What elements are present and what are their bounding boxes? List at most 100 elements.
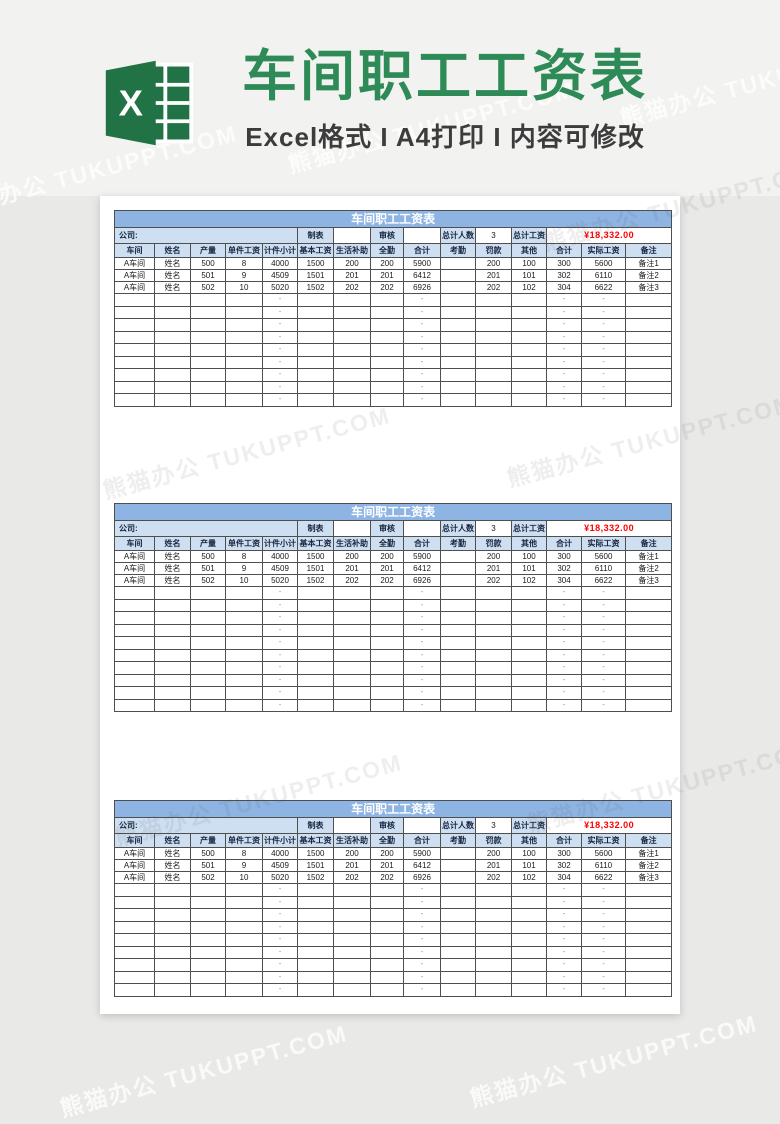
empty-cell: - — [262, 945, 298, 959]
empty-cell — [114, 343, 155, 357]
empty-cell — [154, 330, 191, 344]
empty-cell — [333, 970, 371, 984]
excel-icon: X — [105, 60, 194, 146]
empty-cell: - — [581, 920, 626, 934]
empty-cell — [114, 611, 155, 625]
empty-cell — [114, 636, 155, 650]
column-header-cell: 计件小计 — [262, 536, 298, 551]
data-cell: 304 — [546, 281, 582, 294]
total-people-value-cell: 3 — [475, 227, 512, 244]
empty-cell — [475, 945, 512, 959]
svg-text:X: X — [119, 82, 143, 123]
empty-cell: - — [546, 958, 582, 972]
data-cell: 502 — [190, 871, 226, 884]
column-header-cell: 车间 — [114, 833, 155, 848]
empty-cell: - — [581, 636, 626, 650]
empty-cell — [297, 983, 334, 997]
data-cell: 姓名 — [154, 257, 191, 270]
reviewer-value-cell — [403, 520, 441, 537]
empty-cell: - — [262, 908, 298, 922]
empty-cell: - — [581, 586, 626, 600]
data-cell: 100 — [511, 550, 547, 563]
data-cell: A车间 — [114, 847, 155, 860]
total-salary-label-cell: 总计工资 — [511, 817, 547, 834]
data-cell: A车间 — [114, 281, 155, 294]
data-cell: 6412 — [403, 269, 441, 282]
empty-cell — [333, 355, 371, 369]
empty-cell: - — [546, 648, 582, 662]
empty-cell — [440, 883, 476, 897]
empty-cell — [114, 686, 155, 700]
data-cell: 101 — [511, 562, 547, 575]
data-cell: 201 — [475, 859, 512, 872]
empty-cell — [225, 920, 263, 934]
empty-cell — [511, 611, 547, 625]
empty-cell: - — [403, 598, 441, 612]
empty-cell — [297, 648, 334, 662]
empty-cell — [370, 895, 404, 909]
empty-cell — [114, 330, 155, 344]
total-salary-label-cell: 总计工资 — [511, 227, 547, 244]
empty-cell — [440, 380, 476, 394]
data-cell: 5600 — [581, 550, 626, 563]
empty-cell — [370, 611, 404, 625]
empty-cell — [511, 343, 547, 357]
empty-cell: - — [262, 673, 298, 687]
data-cell: 100 — [511, 257, 547, 270]
empty-cell — [475, 368, 512, 382]
empty-cell — [624, 293, 673, 307]
data-cell: 5600 — [581, 257, 626, 270]
column-header-cell: 生活补助 — [333, 833, 371, 848]
empty-cell: - — [262, 598, 298, 612]
column-header-cell: 产量 — [190, 833, 226, 848]
empty-cell — [225, 393, 263, 407]
empty-cell — [190, 661, 226, 675]
empty-cell — [154, 586, 191, 600]
empty-cell — [475, 636, 512, 650]
empty-cell: - — [581, 673, 626, 687]
empty-cell — [333, 648, 371, 662]
empty-cell — [114, 380, 155, 394]
empty-cell — [190, 958, 226, 972]
empty-cell — [333, 686, 371, 700]
column-header-cell: 姓名 — [154, 833, 191, 848]
data-cell: 201 — [333, 562, 371, 575]
data-cell: 备注3 — [624, 574, 673, 587]
empty-cell: - — [546, 393, 582, 407]
empty-cell — [190, 648, 226, 662]
empty-cell: - — [403, 343, 441, 357]
empty-cell — [624, 636, 673, 650]
column-header-cell: 实际工资 — [581, 833, 626, 848]
data-cell: 302 — [546, 859, 582, 872]
column-header-cell: 合计 — [403, 536, 441, 551]
empty-cell — [370, 970, 404, 984]
empty-cell: - — [262, 958, 298, 972]
data-cell: 501 — [190, 859, 226, 872]
empty-cell — [624, 686, 673, 700]
data-cell: 300 — [546, 550, 582, 563]
data-cell: A车间 — [114, 257, 155, 270]
empty-cell — [370, 318, 404, 332]
empty-cell — [370, 380, 404, 394]
empty-cell — [511, 908, 547, 922]
empty-cell: - — [546, 983, 582, 997]
empty-cell: - — [262, 355, 298, 369]
empty-cell: - — [581, 343, 626, 357]
empty-cell — [190, 598, 226, 612]
empty-cell — [475, 883, 512, 897]
data-cell: 9 — [225, 859, 263, 872]
empty-cell — [511, 598, 547, 612]
empty-cell — [225, 970, 263, 984]
empty-cell — [154, 895, 191, 909]
empty-cell: - — [262, 920, 298, 934]
empty-cell — [154, 636, 191, 650]
data-cell: 202 — [370, 871, 404, 884]
empty-cell — [475, 908, 512, 922]
reviewer-label-cell: 审核 — [370, 817, 404, 834]
data-cell: 502 — [190, 281, 226, 294]
empty-cell — [624, 318, 673, 332]
column-header-cell: 合计 — [546, 536, 582, 551]
empty-cell — [624, 933, 673, 947]
empty-cell — [624, 343, 673, 357]
empty-cell — [114, 933, 155, 947]
